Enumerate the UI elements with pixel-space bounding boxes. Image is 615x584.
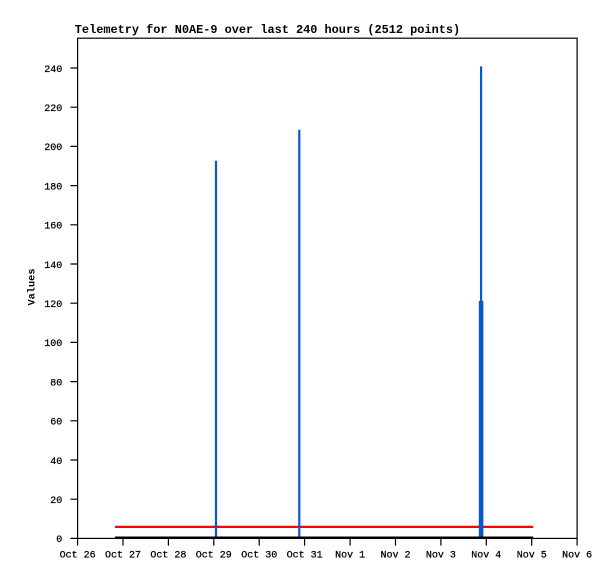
svg-text:Oct 26: Oct 26	[60, 550, 96, 561]
svg-text:0: 0	[56, 535, 62, 546]
svg-text:40: 40	[50, 457, 62, 468]
svg-text:100: 100	[44, 339, 62, 350]
svg-text:200: 200	[44, 143, 62, 154]
svg-text:120: 120	[44, 300, 62, 311]
svg-text:Oct 29: Oct 29	[196, 550, 232, 561]
svg-text:Oct 31: Oct 31	[287, 550, 323, 561]
svg-text:160: 160	[44, 222, 62, 233]
svg-text:Telemetry for N0AE-9 over last: Telemetry for N0AE-9 over last 240 hours…	[75, 23, 460, 37]
svg-text:240: 240	[44, 65, 62, 76]
svg-text:Values: Values	[26, 268, 38, 305]
svg-text:Oct 28: Oct 28	[150, 550, 186, 561]
svg-text:Nov 6: Nov 6	[562, 550, 592, 561]
svg-text:Oct 30: Oct 30	[241, 550, 277, 561]
svg-text:Nov 1: Nov 1	[335, 550, 365, 561]
svg-text:Nov 4: Nov 4	[471, 550, 501, 561]
svg-text:80: 80	[50, 378, 62, 389]
svg-text:220: 220	[44, 104, 62, 115]
svg-text:60: 60	[50, 418, 62, 429]
svg-text:Oct 27: Oct 27	[105, 550, 141, 561]
svg-text:Nov 2: Nov 2	[380, 550, 410, 561]
svg-text:20: 20	[50, 496, 62, 507]
svg-text:Nov 3: Nov 3	[426, 550, 456, 561]
svg-text:140: 140	[44, 261, 62, 272]
svg-text:180: 180	[44, 182, 62, 193]
svg-text:Nov 5: Nov 5	[517, 550, 547, 561]
